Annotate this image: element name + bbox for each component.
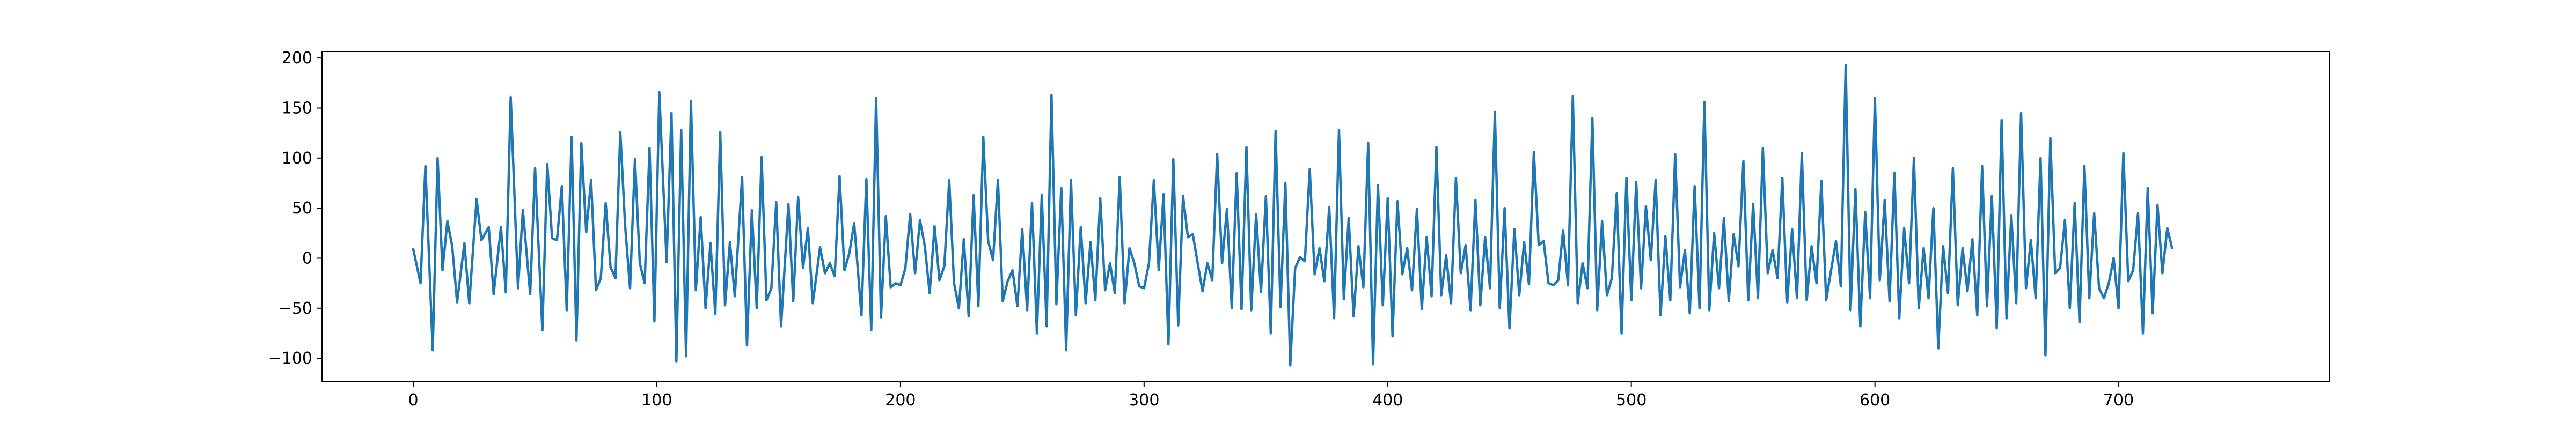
plot-area: [412, 63, 2174, 367]
x-tick-label: 400: [1372, 391, 1403, 410]
y-axis: −100 −50 0 50 100 150 200: [268, 49, 322, 368]
y-tick-label: 200: [282, 49, 312, 68]
y-tick-label: −50: [279, 299, 312, 318]
y-tick-label: 100: [282, 149, 312, 168]
axes-frame: [321, 51, 2330, 382]
series-line-0: [412, 63, 2174, 367]
y-tick-label: 150: [282, 99, 312, 117]
y-tick-label: 50: [292, 199, 312, 218]
y-tick-label: −100: [268, 349, 312, 368]
x-tick-label: 700: [2103, 391, 2134, 410]
x-tick-label: 200: [885, 391, 916, 410]
x-tick-label: 300: [1129, 391, 1159, 410]
x-tick-label: 100: [641, 391, 672, 410]
x-tick-label: 500: [1616, 391, 1646, 410]
x-tick-label: 600: [1860, 391, 1890, 410]
x-tick-label: 0: [408, 391, 418, 410]
y-tick-label: 0: [302, 249, 312, 268]
x-axis: 0 100 200 300 400 500 600 700: [408, 382, 2134, 410]
